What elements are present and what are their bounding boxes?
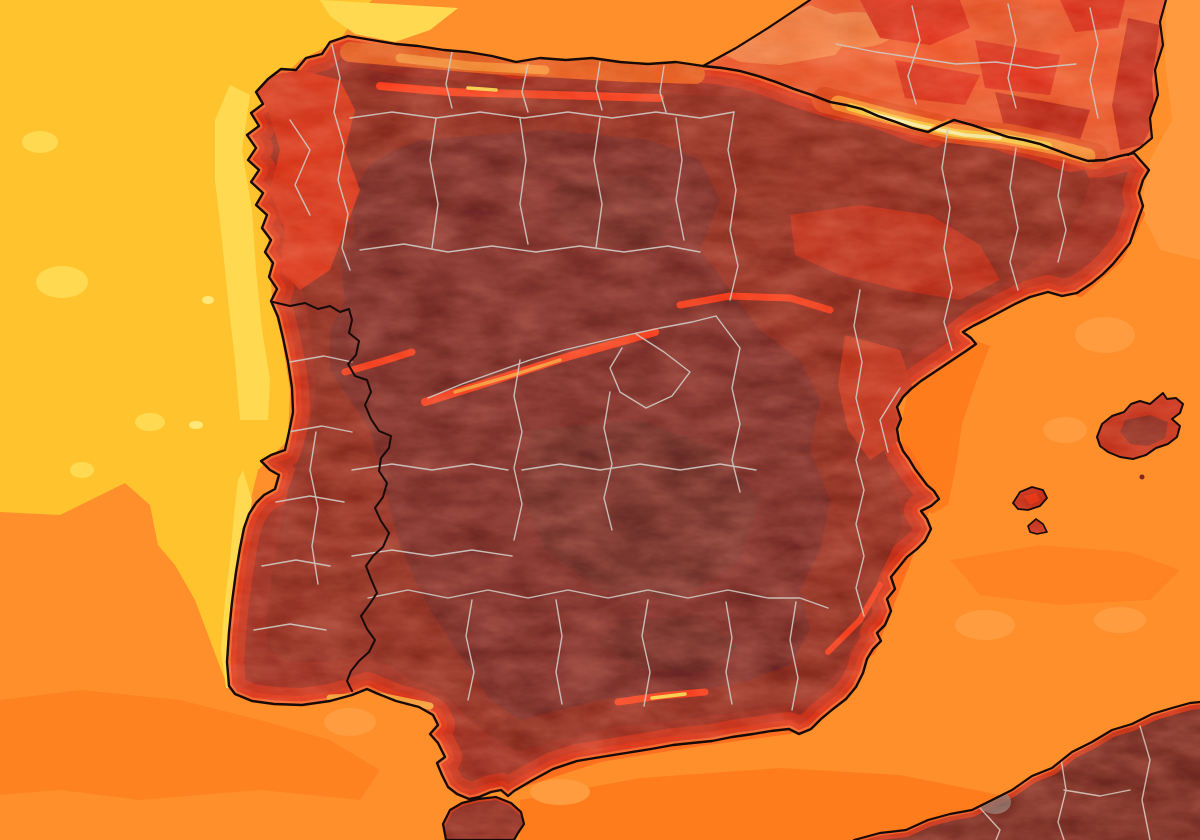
province-border xyxy=(659,65,667,113)
province-border xyxy=(521,63,529,113)
cabrera-islet xyxy=(1139,474,1145,480)
alboran-sea-deep xyxy=(520,768,1010,840)
province-border xyxy=(289,355,353,363)
province-border xyxy=(675,117,685,241)
sea-contour-blob xyxy=(950,545,1180,605)
sea-pale-yellow-contours xyxy=(22,0,458,688)
province-border xyxy=(789,601,799,711)
sea-contour-blob xyxy=(22,131,58,153)
atlantic-ocean-yellow xyxy=(0,0,372,688)
province-border xyxy=(253,623,327,631)
black-outlines xyxy=(225,0,1200,840)
province-border xyxy=(521,463,757,471)
east-coast-deep-band xyxy=(900,340,990,514)
france-atlantic-coastline xyxy=(701,0,812,68)
province-border xyxy=(367,589,829,609)
sea-contour-blob xyxy=(1075,317,1135,353)
spain-portugal-border xyxy=(272,301,392,692)
spain-france-border xyxy=(701,64,1136,163)
province-border xyxy=(855,489,865,617)
province-border xyxy=(879,387,901,453)
sea-contour-blob xyxy=(70,462,94,478)
province-border xyxy=(727,111,739,301)
province-border xyxy=(289,119,311,216)
province-border xyxy=(513,359,523,541)
province-border xyxy=(275,495,345,503)
province-border xyxy=(445,51,453,109)
france-mediterranean-coastline xyxy=(1126,0,1168,157)
province-borders xyxy=(253,3,1099,711)
sea-contour-blob xyxy=(135,413,165,431)
province-border xyxy=(555,599,563,705)
province-border xyxy=(465,599,475,701)
province-border xyxy=(287,425,353,433)
gulf-of-lion-light xyxy=(1140,0,1200,260)
sea-contour-blob xyxy=(1094,607,1146,633)
province-border xyxy=(941,127,953,351)
province-border xyxy=(519,117,529,245)
sea-light-orange-contours xyxy=(324,0,1200,805)
province-border xyxy=(715,315,741,493)
province-border xyxy=(1057,159,1067,263)
sea-contour-blob xyxy=(36,266,88,298)
province-border xyxy=(429,117,439,249)
province-border xyxy=(725,601,733,705)
sea-contour-blob xyxy=(324,708,376,736)
province-border xyxy=(1089,7,1099,119)
province-border xyxy=(835,43,1077,69)
sea-contour-blob xyxy=(202,296,214,304)
sea-contour-blob xyxy=(530,779,590,805)
province-border xyxy=(595,61,603,111)
sea-brightest-spots xyxy=(189,296,214,429)
sea-contour-blob xyxy=(189,421,203,429)
province-border xyxy=(349,111,735,119)
sea-contour-blob xyxy=(215,85,270,420)
province-border xyxy=(1009,147,1019,291)
province-border xyxy=(261,559,331,567)
province-border xyxy=(427,315,717,399)
province-border xyxy=(609,333,691,409)
sea-contour-blob xyxy=(955,610,1015,640)
province-border xyxy=(331,44,351,271)
province-border xyxy=(351,463,509,471)
sea-contour-blob xyxy=(320,0,458,42)
province-border xyxy=(603,391,613,531)
province-border xyxy=(309,431,319,585)
sea-contour-blob xyxy=(1043,417,1087,443)
sea-deep-orange-contours xyxy=(0,340,1180,840)
province-border xyxy=(853,289,865,491)
province-border xyxy=(1007,3,1017,109)
province-border xyxy=(359,243,701,253)
province-border xyxy=(593,117,603,249)
province-border xyxy=(641,599,651,707)
gulf-of-cadiz-deep xyxy=(0,690,380,800)
